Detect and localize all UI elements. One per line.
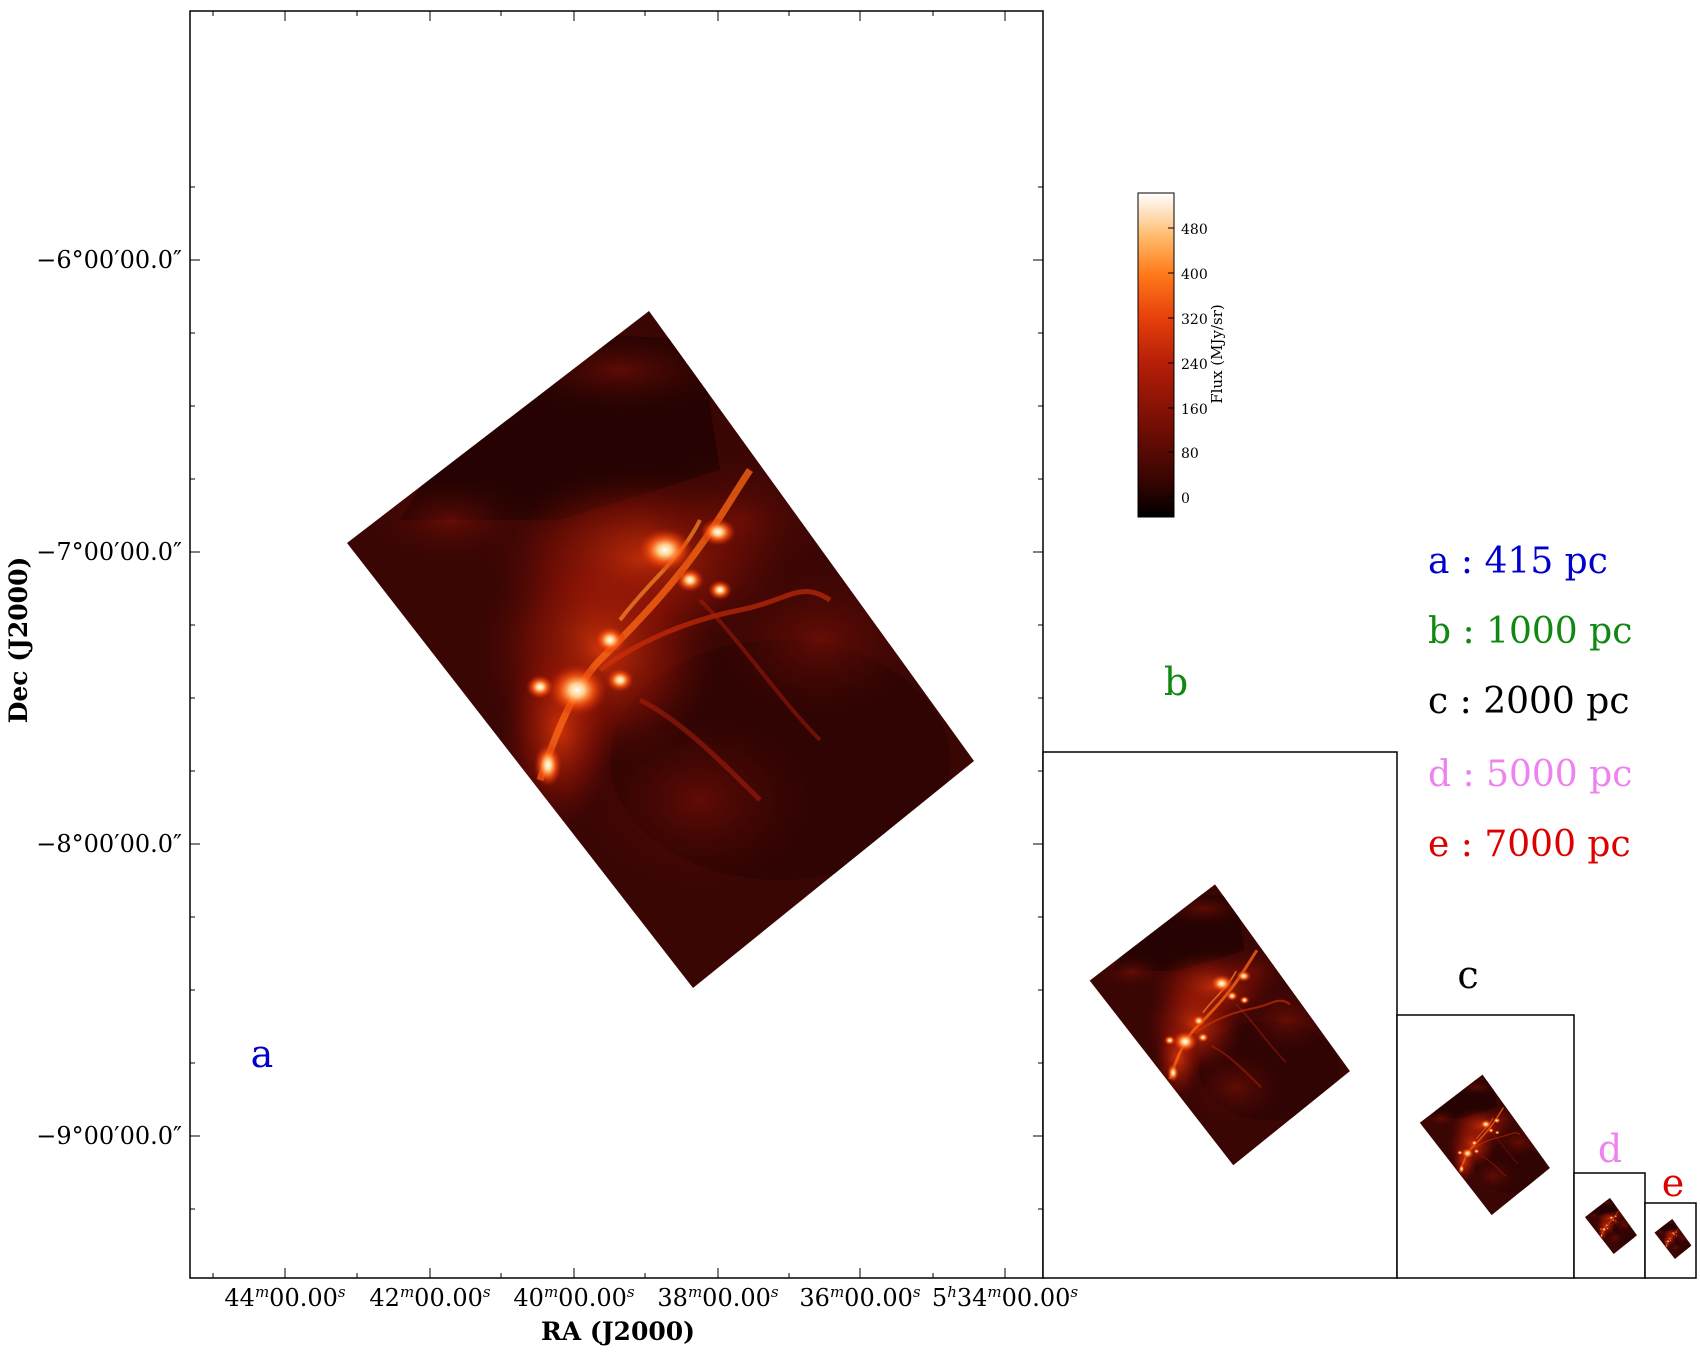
legend-entry-a: a : 415 pc (1428, 541, 1608, 582)
y-tick-label: −6°00′00.0″ (36, 246, 182, 274)
x-tick-label: 38m00.00s (657, 1283, 779, 1312)
x-tick-label: 5h34m00.00s (932, 1283, 1078, 1312)
colorbar-tick-marks (1168, 227, 1174, 498)
colorbar-tick-label: 480 (1181, 222, 1208, 238)
minor-ticks (190, 11, 1043, 1278)
x-tick-label: 42m00.00s (369, 1283, 491, 1312)
colorbar-tick-label: 160 (1181, 402, 1208, 418)
panel-label-d: d (1598, 1127, 1622, 1171)
y-tick-label: −8°00′00.0″ (36, 830, 182, 858)
x-axis-label: RA (J2000) (541, 1317, 695, 1346)
panel-label-b: b (1164, 660, 1188, 704)
legend-entry-e: e : 7000 pc (1428, 824, 1631, 865)
legend-entry-b: b : 1000 pc (1428, 611, 1632, 652)
y-tick-labels: −6°00′00.0″ −7°00′00.0″ −8°00′00.0″ −9°0… (36, 246, 182, 1150)
colorbar (1137, 192, 1175, 518)
x-tick-label: 36m00.00s (799, 1283, 921, 1312)
panel-label-a: a (251, 1032, 274, 1076)
x-tick-label: 40m00.00s (513, 1283, 635, 1312)
legend-entry-c: c : 2000 pc (1428, 681, 1630, 722)
panel-label-e: e (1662, 1161, 1685, 1205)
y-tick-label: −9°00′00.0″ (36, 1122, 182, 1150)
colorbar-tick-label: 80 (1181, 446, 1199, 462)
colorbar-tick-labels: 480 400 320 240 160 80 0 (1181, 222, 1208, 507)
colorbar-tick-label: 240 (1181, 357, 1208, 373)
colorbar-label: Flux (MJy/sr) (1208, 304, 1226, 404)
x-tick-labels: 44m00.00s 42m00.00s 40m00.00s 38m00.00s … (224, 1283, 1078, 1312)
distance-legend: a : 415 pc b : 1000 pc c : 2000 pc d : 5… (1428, 541, 1632, 865)
y-axis-label: Dec (J2000) (4, 557, 33, 724)
y-tick-label: −7°00′00.0″ (36, 538, 182, 566)
legend-entry-d: d : 5000 pc (1428, 754, 1632, 795)
colorbar-tick-label: 320 (1181, 312, 1208, 328)
colorbar-tick-label: 400 (1181, 267, 1208, 283)
panel-label-c: c (1457, 953, 1478, 997)
x-tick-label: 44m00.00s (224, 1283, 346, 1312)
colorbar-tick-label: 0 (1181, 491, 1190, 507)
